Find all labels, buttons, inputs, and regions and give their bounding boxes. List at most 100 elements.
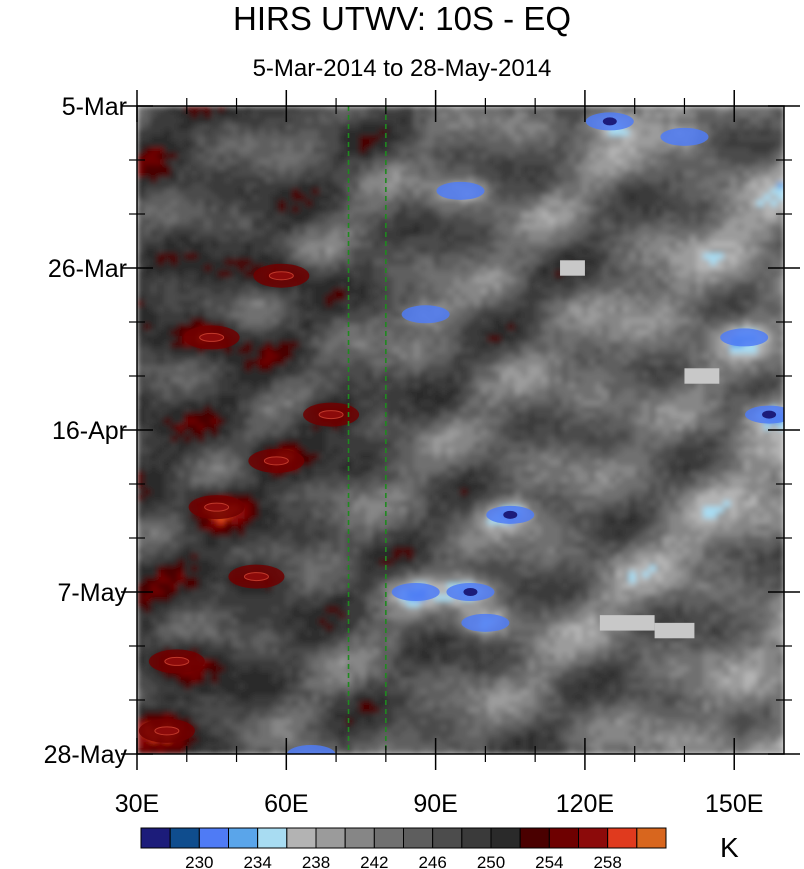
field-cell xyxy=(440,270,448,278)
field-cell xyxy=(507,306,516,313)
field-cell xyxy=(163,312,172,319)
field-cell xyxy=(399,388,408,396)
field-cell xyxy=(372,276,381,284)
field-cell xyxy=(190,206,199,213)
field-cell xyxy=(568,212,576,219)
field-cell xyxy=(184,212,192,219)
field-cell xyxy=(312,294,320,301)
field-cell xyxy=(622,288,630,296)
field-cell xyxy=(676,312,684,319)
field-cell xyxy=(265,406,273,413)
field-cell xyxy=(426,141,435,148)
field-cell xyxy=(325,253,334,260)
field-cell xyxy=(177,153,185,160)
field-cell xyxy=(507,288,516,296)
field-cell xyxy=(635,129,644,137)
field-cell xyxy=(143,200,152,207)
field-cell xyxy=(602,394,610,402)
field-cell xyxy=(770,111,778,119)
field-cell xyxy=(345,329,354,337)
field-cell xyxy=(413,341,421,349)
field-cell xyxy=(345,123,354,131)
field-cell xyxy=(453,129,462,137)
field-cell xyxy=(190,135,199,142)
field-cell xyxy=(676,276,684,284)
field-cell xyxy=(258,247,266,254)
field-cell xyxy=(359,247,367,254)
field-cell xyxy=(332,170,340,178)
field-cell xyxy=(292,371,300,378)
field-cell xyxy=(669,394,677,402)
field-cell xyxy=(716,147,724,154)
field-cell xyxy=(676,270,684,278)
field-cell xyxy=(318,182,327,190)
field-cell xyxy=(352,259,361,266)
field-cell xyxy=(514,188,522,195)
field-cell xyxy=(352,241,361,248)
field-cell xyxy=(736,164,745,172)
field-cell xyxy=(190,347,199,355)
field-cell xyxy=(568,347,576,355)
field-cell xyxy=(548,111,556,119)
field-cell xyxy=(480,253,489,260)
field-cell xyxy=(534,206,542,213)
field-cell xyxy=(204,217,212,225)
field-cell xyxy=(312,259,320,266)
field-cell xyxy=(628,241,637,248)
field-cell xyxy=(393,300,401,307)
field-cell xyxy=(345,147,354,154)
field-cell xyxy=(332,294,340,301)
field-cell xyxy=(204,300,212,307)
field-cell xyxy=(386,153,394,160)
field-cell xyxy=(285,223,293,231)
field-cell xyxy=(777,376,784,384)
field-cell xyxy=(682,217,691,225)
field-cell xyxy=(251,164,259,172)
field-cell xyxy=(190,276,199,284)
field-cell xyxy=(150,212,158,219)
field-cell xyxy=(386,253,394,260)
field-cell xyxy=(487,276,495,284)
field-cell xyxy=(494,276,502,284)
field-cell xyxy=(406,335,414,343)
field-cell xyxy=(723,400,731,408)
field-cell xyxy=(716,276,724,284)
field-cell xyxy=(615,247,623,254)
field-cell xyxy=(345,318,354,325)
field-cell xyxy=(372,188,381,195)
field-cell xyxy=(413,106,421,113)
field-cell xyxy=(473,212,482,219)
field-cell xyxy=(568,135,576,142)
field-cell xyxy=(642,312,650,319)
field-cell xyxy=(231,341,239,349)
field-cell xyxy=(440,229,448,237)
field-cell xyxy=(622,235,630,243)
field-cell xyxy=(453,323,462,331)
field-cell xyxy=(399,188,408,195)
field-cell xyxy=(709,176,718,184)
field-cell xyxy=(163,129,172,137)
field-cell xyxy=(352,206,361,213)
field-cell xyxy=(170,147,179,154)
field-cell xyxy=(615,329,623,337)
field-cell xyxy=(143,259,152,266)
field-cell xyxy=(602,247,610,254)
field-cell xyxy=(204,347,212,355)
field-cell xyxy=(433,247,441,254)
field-cell xyxy=(372,206,381,213)
field-cell xyxy=(615,235,623,243)
field-cell xyxy=(433,235,441,243)
field-cell xyxy=(709,170,718,178)
field-cell xyxy=(325,212,334,219)
field-cell xyxy=(622,353,630,360)
field-cell xyxy=(669,206,677,213)
field-cell xyxy=(770,241,778,248)
field-cell xyxy=(628,371,637,378)
field-cell xyxy=(339,288,347,296)
field-cell xyxy=(743,282,751,290)
field-cell xyxy=(534,288,542,296)
field-cell xyxy=(224,129,232,137)
field-cell xyxy=(426,135,435,142)
field-cell xyxy=(332,265,340,272)
field-cell xyxy=(258,371,266,378)
